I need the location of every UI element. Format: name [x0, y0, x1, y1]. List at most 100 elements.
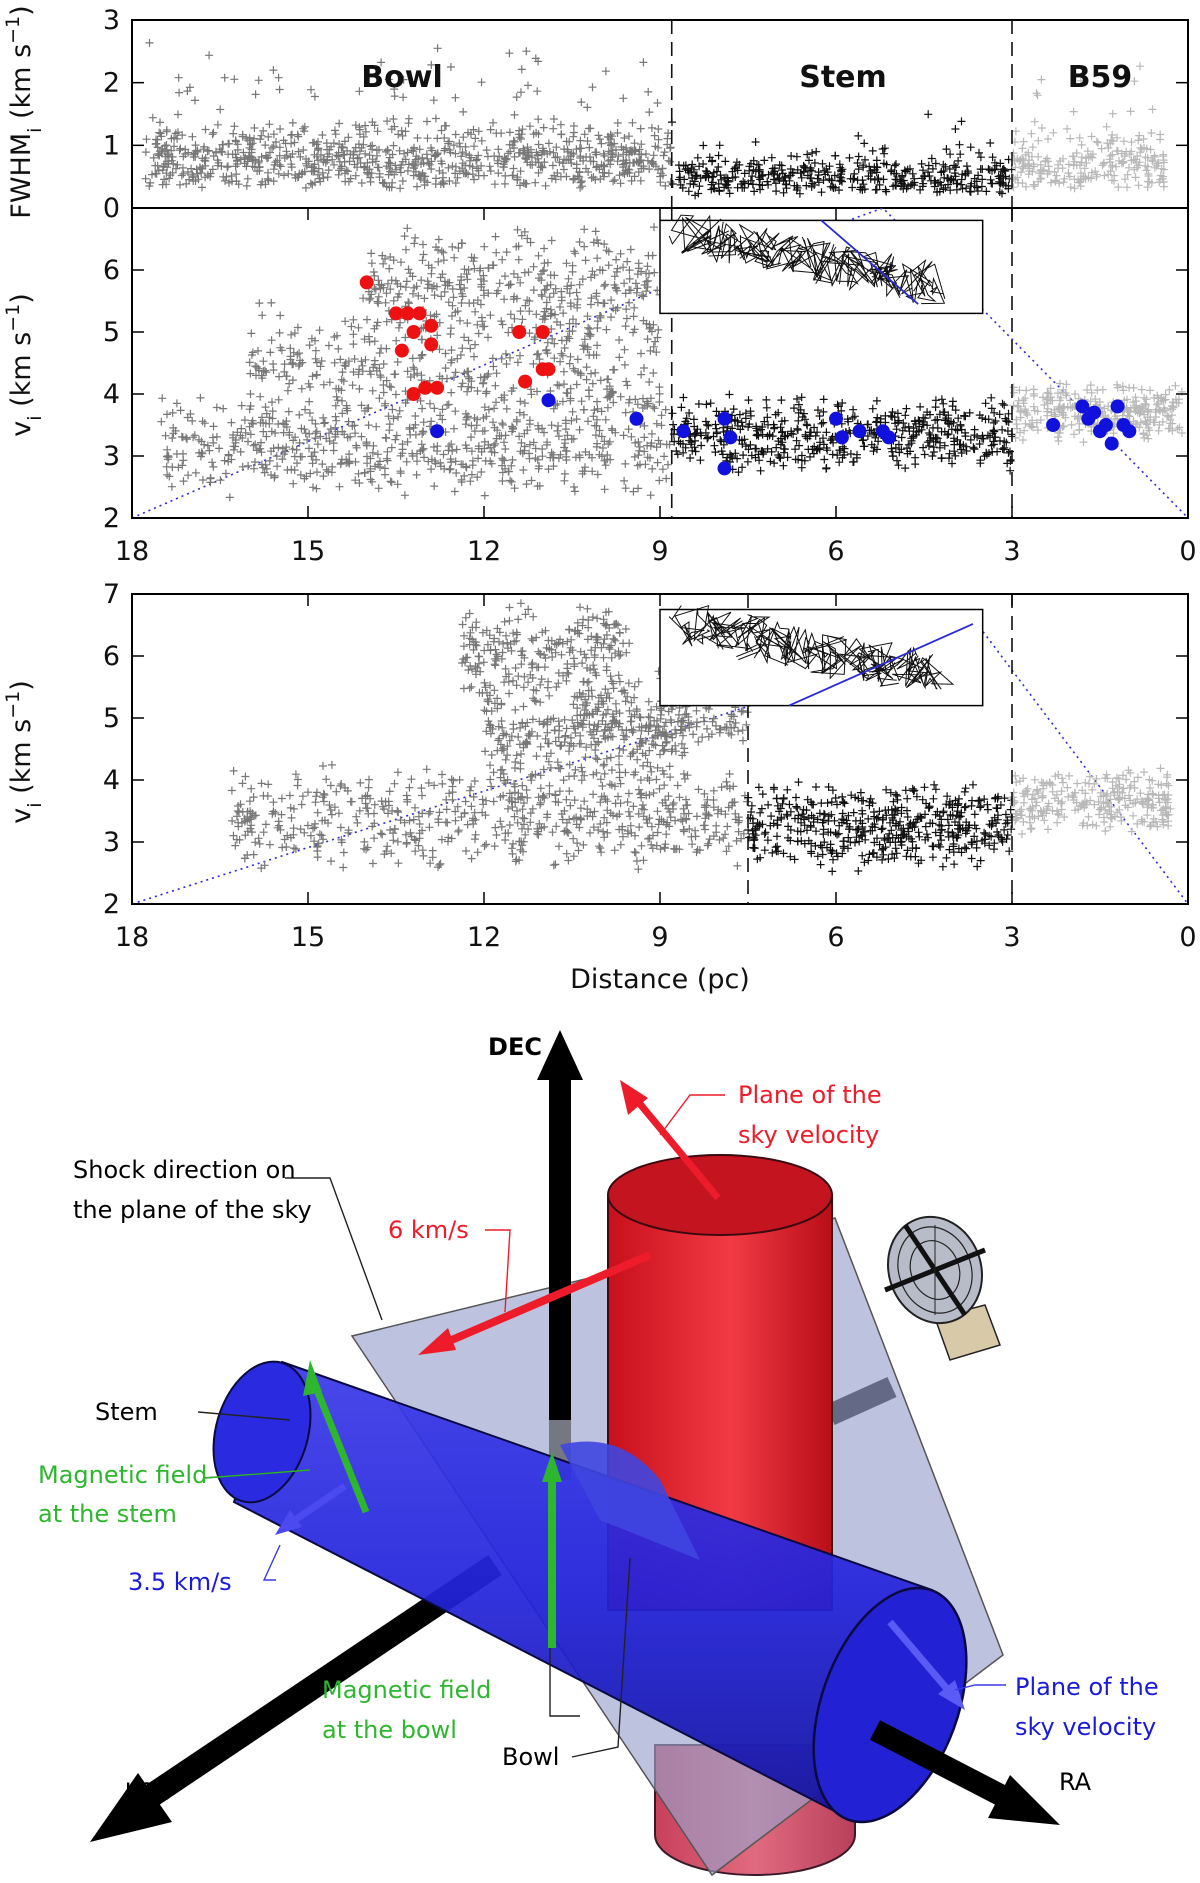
data-point-plus	[189, 153, 198, 161]
data-point-plus	[228, 816, 237, 825]
data-point-plus	[566, 643, 575, 652]
data-point-plus	[195, 163, 204, 172]
data-point-plus	[395, 146, 404, 155]
data-point-plus	[177, 171, 186, 180]
data-point-plus	[360, 844, 368, 853]
data-point-plus	[931, 396, 940, 405]
data-point-plus	[936, 438, 945, 447]
data-point-plus	[275, 143, 284, 152]
data-point-plus	[414, 812, 423, 821]
data-point-plus	[838, 399, 847, 407]
data-point-plus	[853, 176, 862, 185]
data-point-plus	[1150, 152, 1159, 161]
data-point-plus	[647, 767, 656, 776]
data-point-plus	[1141, 419, 1150, 428]
data-point-plus	[511, 705, 520, 714]
data-point-plus	[586, 828, 594, 837]
data-point-plus	[792, 186, 801, 194]
data-point-plus	[471, 307, 480, 316]
data-point-plus	[580, 130, 589, 139]
data-point-plus	[305, 409, 314, 417]
data-point-plus	[470, 253, 479, 262]
data-point-plus	[417, 160, 425, 169]
data-point-plus	[509, 839, 517, 848]
data-point-plus	[213, 120, 222, 129]
data-point-plus	[407, 775, 416, 784]
data-point-plus	[447, 324, 455, 333]
data-point-plus	[606, 672, 615, 681]
data-point-plus	[450, 424, 458, 433]
data-point-plus	[619, 431, 628, 440]
data-point-plus	[480, 242, 489, 251]
data-point-plus	[507, 477, 516, 486]
data-point-plus	[411, 847, 420, 856]
data-point-plus	[361, 121, 370, 130]
data-point-plus	[359, 294, 368, 303]
data-point-plus	[404, 160, 413, 169]
data-point-plus	[1083, 147, 1092, 156]
data-point-plus	[805, 156, 813, 165]
data-point-plus	[1152, 405, 1161, 414]
data-point-plus	[813, 174, 822, 183]
data-point-plus	[461, 658, 470, 667]
data-point-plus	[1055, 379, 1064, 388]
data-point-plus	[1152, 400, 1161, 409]
data-point-plus	[890, 413, 899, 422]
data-point-plus	[290, 844, 298, 853]
data-point-plus	[937, 427, 946, 436]
data-point-plus	[737, 834, 746, 843]
data-point-plus	[552, 640, 561, 649]
data-point-plus	[291, 770, 300, 779]
data-point-plus	[590, 665, 598, 674]
data-point-plus	[849, 175, 858, 184]
data-point-plus	[541, 181, 550, 190]
data-point-plus	[392, 431, 401, 440]
data-point-plus	[1142, 166, 1151, 175]
data-point-plus	[543, 281, 552, 290]
data-point-plus	[697, 431, 706, 440]
data-point-plus	[501, 779, 510, 788]
data-point-plus	[1076, 76, 1085, 85]
data-point-plus	[709, 432, 718, 441]
data-point-plus	[814, 178, 823, 187]
data-point-plus	[948, 402, 957, 411]
data-point-plus	[448, 301, 457, 310]
data-point-plus	[188, 132, 197, 141]
data-point-plus	[529, 262, 538, 271]
data-point-plus	[722, 847, 731, 856]
data-point-plus	[577, 776, 586, 785]
data-point-plus	[1147, 129, 1156, 137]
data-point-plus	[644, 87, 653, 96]
data-point-plus	[736, 425, 745, 434]
data-point-plus	[929, 423, 937, 432]
data-point-plus	[1059, 411, 1068, 419]
data-point-plus	[551, 791, 560, 800]
data-point-plus	[450, 487, 459, 496]
data-point-plus	[429, 96, 438, 105]
data-point-plus	[334, 152, 343, 161]
data-point-plus	[853, 450, 861, 459]
data-point-plus	[702, 400, 711, 409]
data-point-plus	[426, 859, 435, 868]
data-point-plus	[492, 656, 501, 665]
data-point-plus	[219, 172, 228, 181]
data-point-plus	[589, 823, 598, 832]
data-point-plus	[463, 653, 472, 662]
data-point-plus	[953, 426, 962, 435]
data-point-plus	[748, 172, 757, 181]
data-point-plus	[181, 145, 190, 154]
data-point-plus	[437, 157, 446, 166]
data-point-plus	[325, 378, 334, 387]
data-point-plus	[629, 487, 638, 496]
data-point-plus	[245, 405, 254, 414]
data-point-plus	[382, 847, 391, 856]
data-point-plus	[1129, 155, 1138, 164]
data-point-plus	[486, 125, 495, 134]
data-point-plus	[819, 176, 828, 185]
data-point-plus	[516, 397, 525, 406]
data-point-plus	[178, 461, 187, 470]
inset-cut-line	[820, 219, 919, 305]
data-point-plus	[387, 183, 396, 192]
data-point-plus	[647, 123, 656, 132]
data-point-plus	[256, 180, 265, 189]
